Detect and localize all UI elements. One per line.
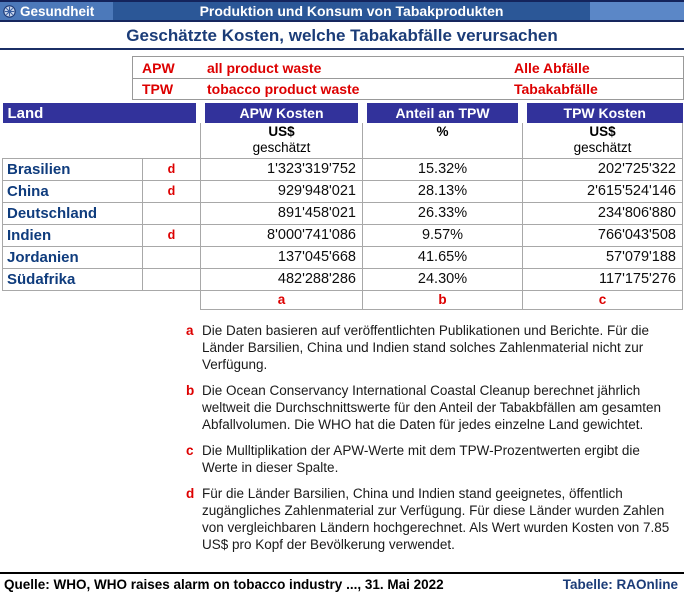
estimate-label: geschätzt [252, 140, 311, 155]
tpw-value-cell: 202'725'322 [522, 157, 683, 181]
estimate-label: geschätzt [573, 140, 632, 155]
tpw-value-cell: 2'615'524'146 [522, 179, 683, 203]
table-row: Deutschland 891'458'021 26.33% 234'806'8… [2, 201, 683, 225]
legend-row-tpw: TPW tobacco product waste Tabakabfälle [133, 78, 683, 99]
anteil-value-cell: 24.30% [362, 267, 523, 291]
apw-value-cell: 8'000'741'086 [200, 223, 363, 247]
anteil-value-cell: 26.33% [362, 201, 523, 225]
table-header-row: Land APW Kosten Anteil an TPW TPW Kosten [2, 103, 683, 123]
footnote-text: Die Ocean Conservancy International Coas… [202, 382, 661, 432]
anteil-value-cell: 9.57% [362, 223, 523, 247]
apw-value-cell: 929'948'021 [200, 179, 363, 203]
table-row: Jordanien 137'045'668 41.65% 57'079'188 [2, 245, 683, 269]
anteil-value-cell: 15.32% [362, 157, 523, 181]
country-cell: Südafrika [2, 267, 143, 291]
footnote-letter: b [186, 382, 195, 398]
tpw-value-cell: 117'175'276 [522, 267, 683, 291]
footnote-marker-cell: d [142, 223, 201, 247]
legend-row-apw: APW all product waste Alle Abfälle [133, 57, 683, 78]
footnotes: a Die Daten basieren auf veröffentlichte… [186, 322, 672, 562]
footnote-text: Für die Länder Barsilien, China und Indi… [202, 485, 670, 552]
apw-value-cell: 891'458'021 [200, 201, 363, 225]
tpw-value-cell: 234'806'880 [522, 201, 683, 225]
unit-label: US$ [589, 124, 616, 139]
section-label: Gesundheit [20, 3, 95, 19]
footnote-letter: d [186, 485, 195, 501]
column-header-anteil-tpw: Anteil an TPW [358, 103, 523, 123]
table-row: Indien d 8'000'741'086 9.57% 766'043'508 [2, 223, 683, 247]
footnote-c: c Die Mulltiplikation der APW-Werte mit … [186, 442, 672, 476]
footnote-a: a Die Daten basieren auf veröffentlichte… [186, 322, 672, 373]
cost-table: Land APW Kosten Anteil an TPW TPW Kosten… [2, 103, 683, 310]
subheader-tpw: US$ geschätzt [522, 123, 683, 158]
apw-value-cell: 137'045'668 [200, 245, 363, 269]
legend-description-de: Alle Abfälle [514, 59, 590, 76]
footnote-marker-cell [142, 267, 201, 291]
anteil-value-cell: 41.65% [362, 245, 523, 269]
apw-value-cell: 1'323'319'752 [200, 157, 363, 181]
topbar-section-left: Gesundheit [0, 2, 113, 20]
anteil-value-cell: 28.13% [362, 179, 523, 203]
legend-description-en: all product waste [207, 59, 322, 76]
footnote-d: d Für die Länder Barsilien, China und In… [186, 485, 672, 553]
column-header-apw-kosten: APW Kosten [196, 103, 363, 123]
table-row: China d 929'948'021 28.13% 2'615'524'146 [2, 179, 683, 203]
legend-abbr: TPW [142, 81, 174, 97]
unit-label: % [436, 124, 449, 139]
column-marker-b: b [362, 290, 523, 310]
column-header-tpw-kosten: TPW Kosten [518, 103, 683, 123]
footnote-marker-cell: d [142, 157, 201, 181]
country-cell: Indien [2, 223, 143, 247]
country-cell: Brasilien [2, 157, 143, 181]
topbar-category: Produktion und Konsum von Tabakprodukten [113, 2, 590, 20]
footnote-text: Die Mulltiplikation der APW-Werte mit de… [202, 442, 640, 475]
footnote-marker-cell [142, 245, 201, 269]
column-marker-c: c [522, 290, 683, 310]
country-cell: China [2, 179, 143, 203]
tpw-value-cell: 57'079'188 [522, 245, 683, 269]
legend-description-de: Tabakabfälle [514, 81, 598, 97]
subheader-land-empty [3, 123, 201, 158]
legend-description-en: tobacco product waste [207, 81, 360, 97]
table-credit: Tabelle: RAOnline [562, 577, 678, 592]
footnote-letter: a [186, 322, 194, 338]
table-row: Brasilien d 1'323'319'752 15.32% 202'725… [2, 157, 683, 181]
top-banner: Gesundheit Produktion und Konsum von Tab… [0, 0, 684, 22]
apw-value-cell: 482'288'286 [200, 267, 363, 291]
topbar-spacer [590, 2, 684, 20]
subheader-anteil: % [362, 123, 523, 158]
footnote-marker-cell: d [142, 179, 201, 203]
unit-label: US$ [268, 124, 295, 139]
table-row: Südafrika 482'288'286 24.30% 117'175'276 [2, 267, 683, 291]
legend-box: APW all product waste Alle Abfälle TPW t… [132, 56, 684, 100]
footnote-text: Die Daten basieren auf veröffentlichten … [202, 322, 650, 372]
source-footer: Quelle: WHO, WHO raises alarm on tobacco… [0, 572, 684, 594]
subheader-apw: US$ geschätzt [200, 123, 363, 158]
country-cell: Jordanien [2, 245, 143, 269]
legend-abbr: APW [142, 59, 175, 76]
globe-icon [3, 4, 16, 18]
page-title: Geschätzte Kosten, welche Tabakabfälle v… [126, 26, 558, 45]
footnote-marker-cell [142, 201, 201, 225]
table-subheader-row: US$ geschätzt % US$ geschätzt [3, 123, 683, 158]
source-text: Quelle: WHO, WHO raises alarm on tobacco… [4, 577, 444, 592]
column-header-land: Land [2, 103, 201, 123]
marker-empty-cell [3, 290, 201, 309]
category-label: Produktion und Konsum von Tabakprodukten [199, 3, 504, 19]
title-divider [0, 48, 684, 50]
column-marker-row: a b c [3, 290, 683, 310]
footnote-letter: c [186, 442, 194, 458]
column-marker-a: a [200, 290, 363, 310]
tpw-value-cell: 766'043'508 [522, 223, 683, 247]
country-cell: Deutschland [2, 201, 143, 225]
footnote-b: b Die Ocean Conservancy International Co… [186, 382, 672, 433]
